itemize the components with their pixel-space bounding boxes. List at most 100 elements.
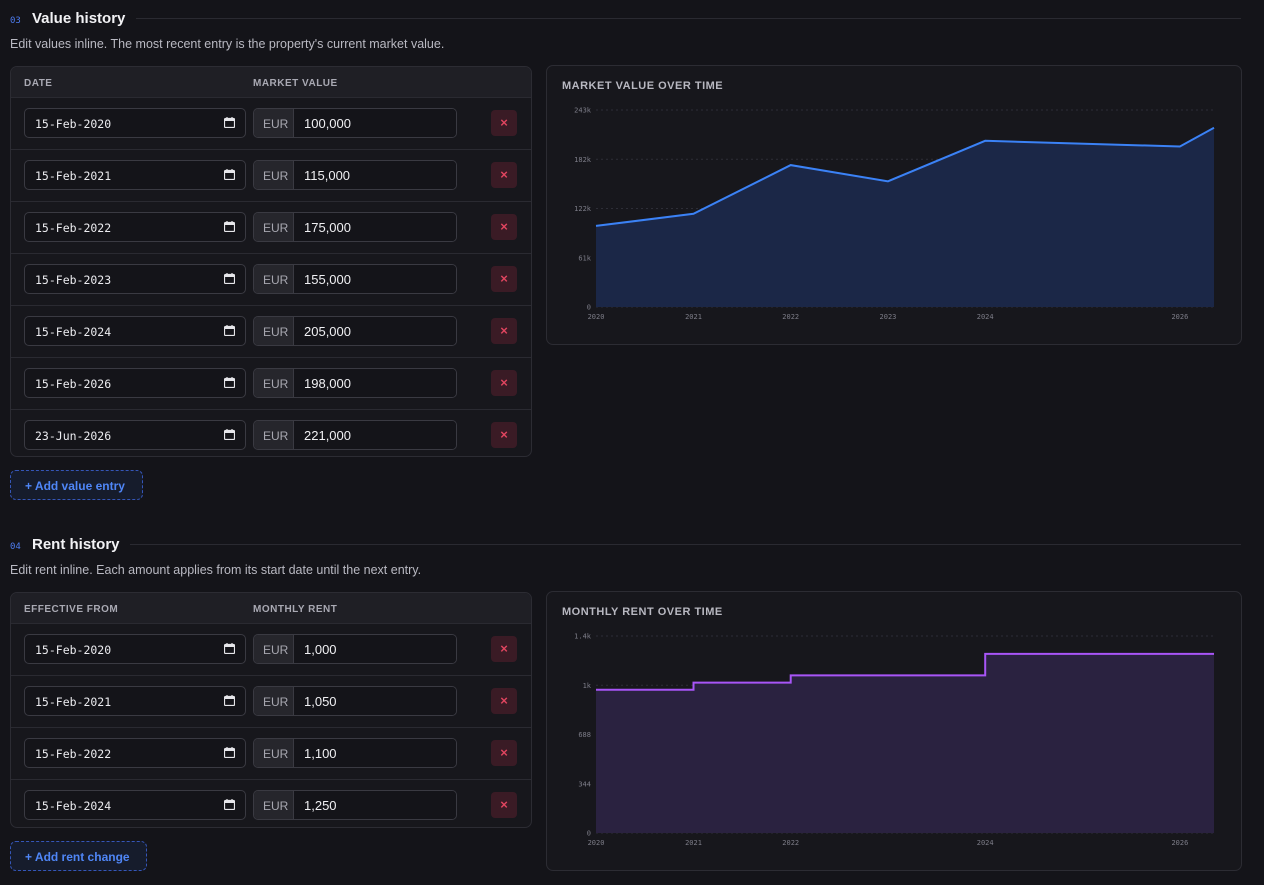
calendar-icon[interactable] bbox=[224, 429, 235, 440]
currency-code: EUR bbox=[263, 377, 289, 391]
currency-prefix: EUR bbox=[254, 635, 294, 663]
delete-row-button[interactable]: × bbox=[491, 266, 517, 292]
x-tick-label: 2024 bbox=[977, 313, 994, 321]
date-value: 15-Feb-2022 bbox=[35, 221, 112, 235]
date-input[interactable]: 15-Feb-2026 bbox=[24, 368, 246, 398]
date-input[interactable]: 15-Feb-2024 bbox=[24, 790, 246, 820]
section-description: Edit rent inline. Each amount applies fr… bbox=[10, 563, 422, 577]
calendar-icon[interactable] bbox=[224, 325, 235, 336]
delete-row-button[interactable]: × bbox=[491, 162, 517, 188]
delete-row-button[interactable]: × bbox=[491, 422, 517, 448]
date-input[interactable]: 15-Feb-2022 bbox=[24, 212, 246, 242]
currency-prefix: EUR bbox=[254, 739, 294, 767]
delete-row-button[interactable]: × bbox=[491, 370, 517, 396]
section-description: Edit values inline. The most recent entr… bbox=[10, 37, 445, 51]
table-row: 15-Feb-2023 EUR 155,000 × bbox=[11, 254, 531, 306]
close-icon: × bbox=[500, 219, 508, 234]
x-tick-label: 2023 bbox=[880, 313, 897, 321]
calendar-icon[interactable] bbox=[224, 221, 235, 232]
rent-amount-input[interactable]: 1,000 bbox=[294, 635, 456, 663]
rent-amount-input[interactable]: 1,250 bbox=[294, 791, 456, 819]
amount-field: EUR 155,000 bbox=[253, 264, 457, 294]
amount-field: EUR 1,050 bbox=[253, 686, 457, 716]
rent-history-section: 04 Rent history Edit rent inline. Each a… bbox=[10, 536, 1242, 881]
amount-value: 1,000 bbox=[304, 642, 337, 657]
currency-prefix: EUR bbox=[254, 317, 294, 345]
amount-value: 115,000 bbox=[304, 168, 351, 183]
y-tick-label: 61k bbox=[578, 254, 591, 262]
table-row: 15-Feb-2020 EUR 100,000 × bbox=[11, 98, 531, 150]
value-amount-input[interactable]: 115,000 bbox=[294, 161, 456, 189]
monthly-rent-chart-svg: 0 344 688 1k 1.4k 2020 2021 2022 2024 2026 bbox=[574, 633, 1214, 847]
date-input[interactable]: 23-Jun-2026 bbox=[24, 420, 246, 450]
add-value-entry-button[interactable]: + Add value entry bbox=[10, 470, 143, 500]
value-amount-input[interactable]: 155,000 bbox=[294, 265, 456, 293]
close-icon: × bbox=[500, 745, 508, 760]
column-header-value: MARKET VALUE bbox=[253, 78, 338, 89]
x-tick-label: 2020 bbox=[588, 313, 605, 321]
calendar-icon[interactable] bbox=[224, 273, 235, 284]
amount-value: 155,000 bbox=[304, 272, 351, 287]
delete-row-button[interactable]: × bbox=[491, 740, 517, 766]
section-title: Value history bbox=[32, 10, 126, 27]
delete-row-button[interactable]: × bbox=[491, 688, 517, 714]
currency-code: EUR bbox=[263, 747, 289, 761]
delete-row-button[interactable]: × bbox=[491, 110, 517, 136]
x-tick-label: 2020 bbox=[588, 839, 605, 847]
date-input[interactable]: 15-Feb-2023 bbox=[24, 264, 246, 294]
value-amount-input[interactable]: 221,000 bbox=[294, 421, 456, 449]
date-input[interactable]: 15-Feb-2022 bbox=[24, 738, 246, 768]
calendar-icon[interactable] bbox=[224, 169, 235, 180]
date-input[interactable]: 15-Feb-2020 bbox=[24, 108, 246, 138]
amount-field: EUR 1,100 bbox=[253, 738, 457, 768]
y-tick-label: 0 bbox=[587, 304, 591, 312]
section-header: 04 Rent history bbox=[10, 536, 1241, 560]
delete-row-button[interactable]: × bbox=[491, 318, 517, 344]
x-tick-label: 2021 bbox=[685, 313, 702, 321]
y-tick-label: 1.4k bbox=[574, 633, 592, 641]
add-rent-change-button[interactable]: + Add rent change bbox=[10, 841, 147, 871]
section-header: 03 Value history bbox=[10, 10, 1241, 34]
y-tick-label: 344 bbox=[578, 780, 591, 788]
calendar-icon[interactable] bbox=[224, 747, 235, 758]
column-header-value: MONTHLY RENT bbox=[253, 604, 338, 615]
table-header: EFFECTIVE FROM MONTHLY RENT bbox=[11, 593, 531, 624]
calendar-icon[interactable] bbox=[224, 377, 235, 388]
date-input[interactable]: 15-Feb-2021 bbox=[24, 686, 246, 716]
currency-prefix: EUR bbox=[254, 687, 294, 715]
date-input[interactable]: 15-Feb-2024 bbox=[24, 316, 246, 346]
column-header-date: DATE bbox=[24, 78, 53, 89]
close-icon: × bbox=[500, 375, 508, 390]
date-value: 15-Feb-2023 bbox=[35, 273, 112, 287]
amount-field: EUR 100,000 bbox=[253, 108, 457, 138]
currency-code: EUR bbox=[263, 643, 289, 657]
value-amount-input[interactable]: 205,000 bbox=[294, 317, 456, 345]
date-input[interactable]: 15-Feb-2021 bbox=[24, 160, 246, 190]
value-amount-input[interactable]: 175,000 bbox=[294, 213, 456, 241]
calendar-icon[interactable] bbox=[224, 117, 235, 128]
amount-field: EUR 198,000 bbox=[253, 368, 457, 398]
amount-value: 198,000 bbox=[304, 376, 351, 391]
calendar-icon[interactable] bbox=[224, 643, 235, 654]
calendar-icon[interactable] bbox=[224, 695, 235, 706]
delete-row-button[interactable]: × bbox=[491, 214, 517, 240]
amount-field: EUR 115,000 bbox=[253, 160, 457, 190]
close-icon: × bbox=[500, 271, 508, 286]
y-tick-label: 0 bbox=[587, 830, 591, 838]
rent-amount-input[interactable]: 1,100 bbox=[294, 739, 456, 767]
amount-field: EUR 175,000 bbox=[253, 212, 457, 242]
series-line bbox=[596, 652, 1214, 691]
delete-row-button[interactable]: × bbox=[491, 792, 517, 818]
currency-code: EUR bbox=[263, 273, 289, 287]
table-row: 15-Feb-2021 EUR 115,000 × bbox=[11, 150, 531, 202]
value-amount-input[interactable]: 198,000 bbox=[294, 369, 456, 397]
close-icon: × bbox=[500, 115, 508, 130]
calendar-icon[interactable] bbox=[224, 799, 235, 810]
value-amount-input[interactable]: 100,000 bbox=[294, 109, 456, 137]
currency-code: EUR bbox=[263, 325, 289, 339]
table-header: DATE MARKET VALUE bbox=[11, 67, 531, 98]
delete-row-button[interactable]: × bbox=[491, 636, 517, 662]
date-input[interactable]: 15-Feb-2020 bbox=[24, 634, 246, 664]
rent-amount-input[interactable]: 1,050 bbox=[294, 687, 456, 715]
date-value: 15-Feb-2022 bbox=[35, 747, 112, 761]
